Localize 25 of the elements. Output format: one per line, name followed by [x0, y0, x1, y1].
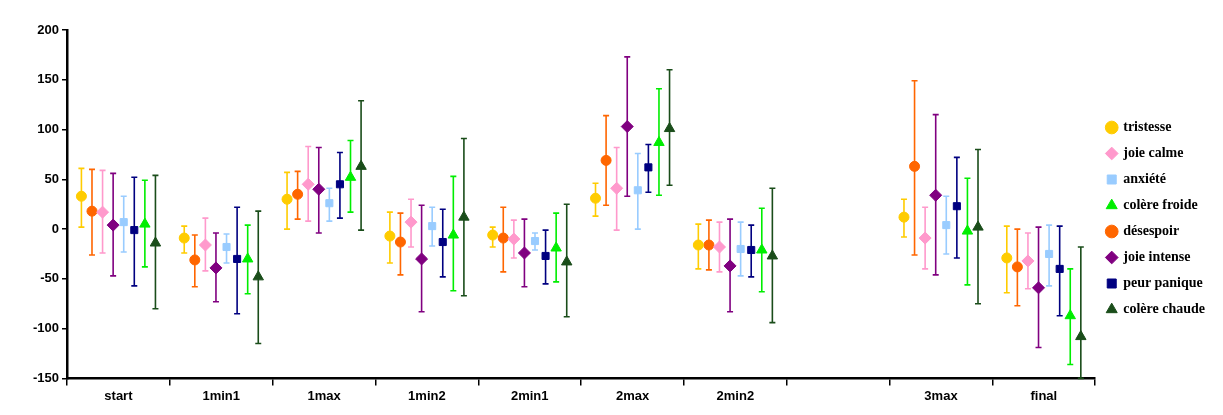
- legend-label: anxiété: [1123, 171, 1166, 187]
- y-tick-label: 0: [51, 220, 60, 236]
- y-tick-label: 50: [44, 170, 60, 186]
- y-tick-label: -150: [32, 369, 60, 385]
- legend-label: joie calme: [1122, 145, 1184, 161]
- x-tick-label: 1min1: [202, 387, 241, 403]
- y-tick-label: -100: [32, 320, 60, 336]
- legend-label: joie intense: [1122, 249, 1191, 265]
- x-tick-label: start: [104, 387, 134, 403]
- legend-label: tristesse: [1123, 119, 1172, 135]
- x-tick-label: 2min1: [510, 387, 549, 403]
- legend-label: colère chaude: [1123, 301, 1205, 317]
- y-tick-label: 100: [37, 121, 60, 137]
- x-tick-label: final: [1030, 387, 1058, 403]
- x-tick-label: 2min2: [716, 387, 755, 403]
- x-tick-label: 1max: [307, 387, 342, 403]
- y-tick-label: 200: [37, 21, 60, 37]
- y-tick-label: -50: [40, 270, 60, 286]
- x-tick-label: 2max: [615, 387, 650, 403]
- legend-label: peur panique: [1123, 275, 1203, 291]
- legend-label: désespoir: [1123, 223, 1180, 239]
- legend-label: colère froide: [1123, 197, 1198, 213]
- x-tick-label: 1min2: [408, 387, 446, 403]
- x-tick-label: 3max: [924, 387, 959, 403]
- y-tick-label: 150: [37, 71, 60, 87]
